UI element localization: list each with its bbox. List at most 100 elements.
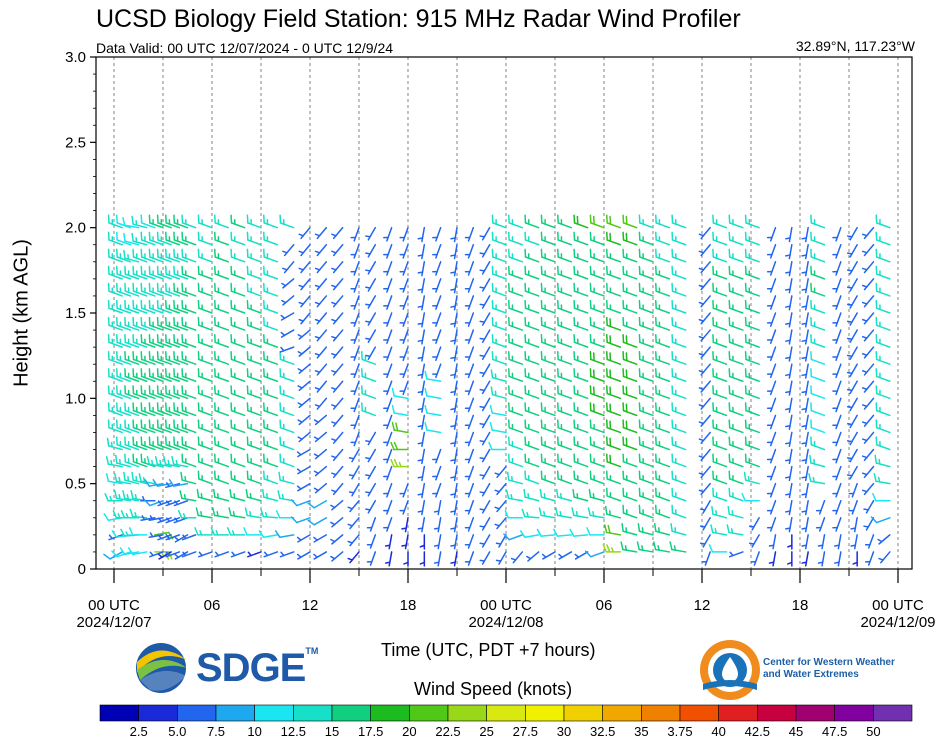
- wind-barb: [586, 527, 605, 536]
- wind-barb: [479, 431, 491, 446]
- wind-barb: [263, 333, 279, 348]
- wind-barb: [361, 351, 377, 365]
- wind-barb: [173, 316, 189, 331]
- wind-barb: [348, 465, 360, 480]
- wind-barb: [107, 333, 123, 348]
- wind-barb: [365, 295, 377, 309]
- wind-barb: [156, 282, 172, 297]
- wind-barb: [584, 550, 605, 558]
- wind-barb: [122, 217, 140, 229]
- wind-barb: [785, 431, 793, 448]
- wind-barb: [230, 351, 246, 365]
- wind-barb: [606, 385, 622, 400]
- wind-barb: [152, 478, 172, 487]
- wind-barb: [785, 295, 793, 311]
- wind-barb: [432, 363, 442, 379]
- wind-barb: [801, 465, 809, 482]
- wind-barb: [140, 316, 156, 331]
- wind-barb: [479, 534, 491, 548]
- wind-barb: [158, 551, 172, 560]
- wind-barb: [573, 436, 589, 451]
- wind-barb: [519, 530, 540, 539]
- wind-barb: [606, 248, 622, 263]
- wind-barb: [573, 299, 589, 314]
- wind-barb: [787, 551, 793, 567]
- wind-barb: [297, 397, 311, 409]
- wind-barb: [263, 419, 279, 434]
- wind-barb: [274, 530, 295, 539]
- wind-barb: [464, 465, 475, 481]
- wind-barb: [464, 397, 475, 413]
- wind-barb: [728, 487, 744, 502]
- wind-barb: [728, 351, 744, 365]
- wind-barb: [246, 351, 262, 365]
- wind-barb: [156, 368, 172, 383]
- colorbar-label: 45: [789, 724, 803, 739]
- wind-barb: [464, 431, 475, 447]
- wind-barb: [148, 532, 164, 539]
- wind-barb: [785, 397, 793, 413]
- wind-barb: [698, 363, 711, 376]
- wind-barb: [246, 470, 262, 485]
- wind-barb: [181, 316, 197, 331]
- wind-barb: [196, 488, 213, 502]
- wind-barb: [728, 333, 744, 348]
- wind-barb: [861, 261, 875, 274]
- wind-barb: [671, 487, 687, 502]
- wind-barb: [846, 448, 858, 463]
- wind-barb: [116, 214, 132, 229]
- colorbar-swatch: [331, 704, 371, 722]
- wind-barb: [526, 551, 540, 562]
- wind-barb: [140, 453, 156, 468]
- wind-barb: [464, 312, 475, 327]
- wind-barb: [116, 351, 132, 365]
- wind-barb: [173, 517, 189, 524]
- wind-barb: [124, 385, 140, 400]
- colorbar-label: 3.75: [667, 724, 692, 739]
- wind-barb: [536, 528, 556, 537]
- wind-barb: [148, 299, 164, 314]
- wind-barb: [391, 404, 409, 417]
- wind-barb: [479, 448, 491, 463]
- wind-barb: [384, 551, 393, 567]
- wind-barb: [140, 368, 156, 383]
- wind-barb: [104, 492, 123, 502]
- wind-barb: [116, 231, 132, 246]
- wind-barb: [671, 419, 687, 434]
- x-tick-date: 2024/12/07: [76, 614, 151, 631]
- wind-barb: [655, 402, 671, 417]
- wind-barb: [620, 541, 638, 553]
- wind-barb: [383, 380, 393, 396]
- wind-barb: [698, 431, 711, 444]
- wind-barb: [464, 243, 475, 259]
- wind-barb: [173, 419, 189, 434]
- wind-barb: [417, 482, 426, 499]
- wind-barb: [383, 397, 393, 413]
- wind-barb: [655, 282, 671, 297]
- wind-barb: [247, 551, 262, 558]
- wind-barb: [728, 419, 744, 434]
- wind-barb: [606, 487, 622, 502]
- wind-barb: [282, 261, 295, 274]
- wind-barb: [810, 333, 826, 348]
- wind-barb: [114, 490, 132, 502]
- wind-barb: [557, 282, 573, 297]
- wind-barb: [589, 316, 605, 331]
- wind-barb: [432, 448, 442, 464]
- wind-barb: [671, 453, 687, 468]
- wind-barb: [424, 387, 442, 400]
- wind-barb: [655, 231, 671, 246]
- wind-barb: [539, 488, 556, 502]
- wind-barb: [297, 329, 311, 340]
- wind-barb: [489, 404, 507, 417]
- wind-barb: [107, 265, 123, 280]
- wind-barb: [330, 517, 344, 528]
- wind-barb: [229, 488, 246, 502]
- wind-barb: [173, 436, 189, 451]
- wind-barb: [766, 363, 777, 379]
- wind-barb: [573, 265, 589, 280]
- wind-barb: [214, 214, 230, 229]
- wind-barb: [197, 470, 213, 485]
- wind-barb: [524, 470, 540, 485]
